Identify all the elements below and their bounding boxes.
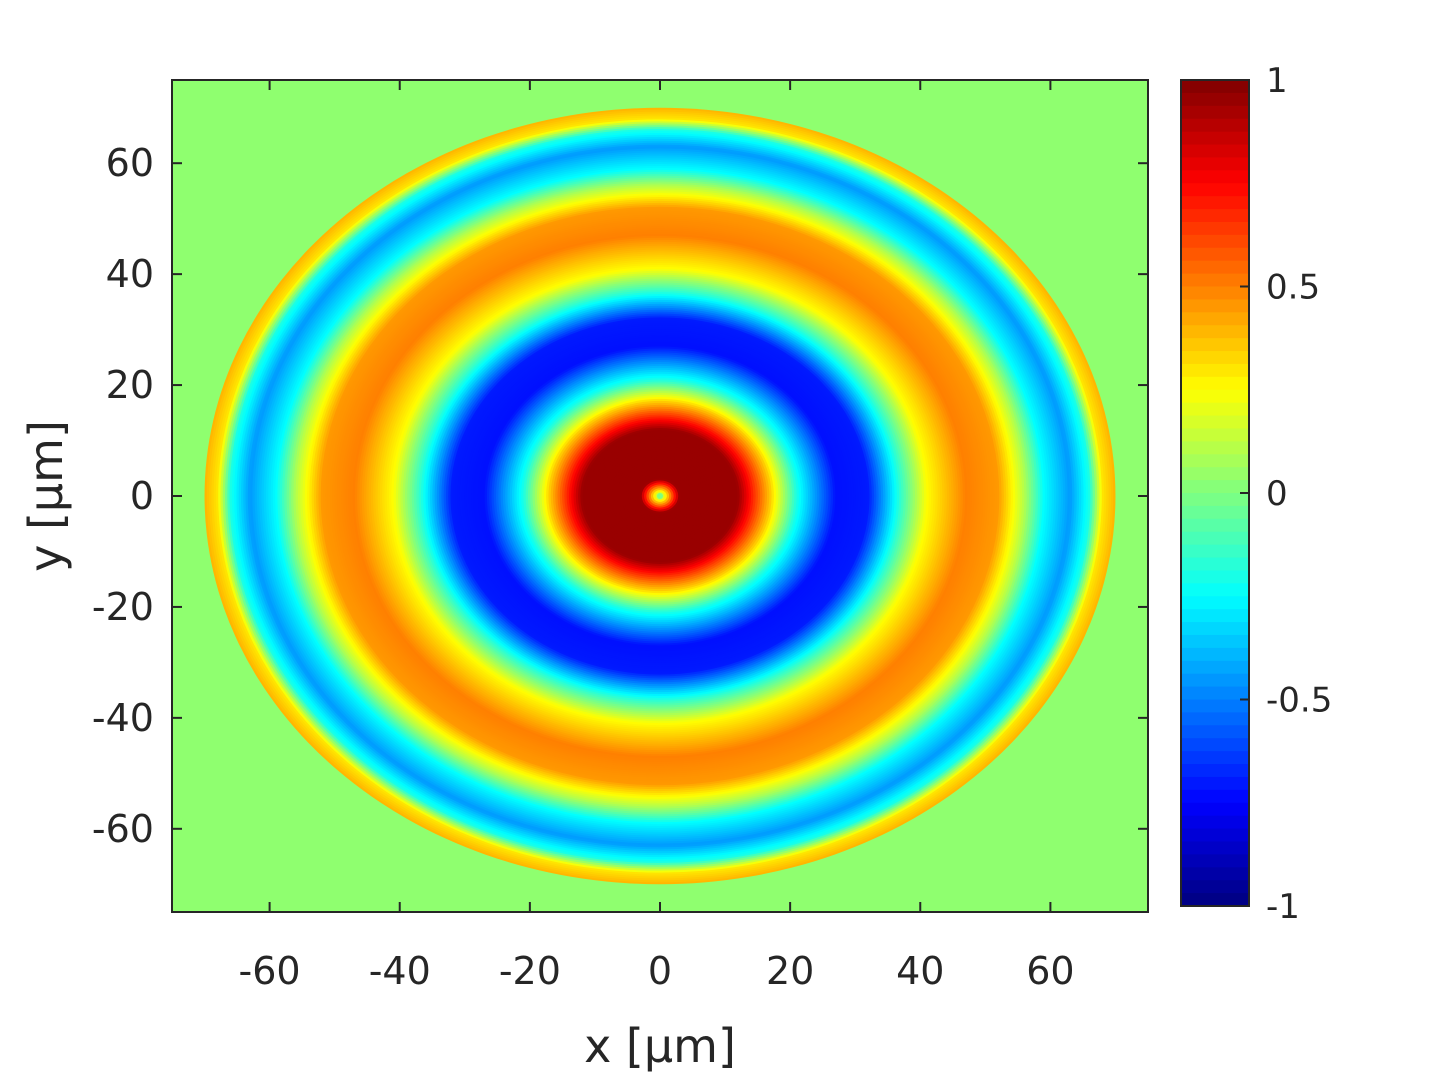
colorbar-stripe: [1181, 867, 1249, 881]
colorbar-stripe: [1181, 454, 1249, 468]
colorbar-stripe: [1181, 634, 1249, 649]
colorbar-stripe: [1181, 170, 1249, 184]
colorbar-stripe: [1181, 828, 1249, 843]
colorbar-stripe: [1181, 544, 1249, 559]
colorbar-stripe: [1181, 738, 1249, 752]
colorbar-stripe: [1181, 428, 1249, 442]
y-tick-label: 60: [106, 141, 154, 185]
ring-layer: [204, 107, 1116, 885]
colorbar-stripe: [1181, 131, 1249, 146]
colorbar-stripe: [1181, 751, 1249, 765]
colorbar-stripe: [1181, 712, 1249, 726]
colorbar-stripe: [1181, 338, 1249, 352]
y-axis-ticks: -60 -40 -20 0 20 40 60: [92, 141, 1148, 851]
x-tick-label: 40: [896, 949, 944, 993]
colorbar-tick-label: 0: [1266, 474, 1288, 514]
colorbar-stripe: [1181, 286, 1249, 301]
colorbar-stripe: [1181, 531, 1249, 546]
colorbar-stripe: [1181, 415, 1249, 430]
colorbar-stripe: [1181, 105, 1249, 120]
colorbar-stripe: [1181, 209, 1249, 223]
colorbar-stripe: [1181, 764, 1249, 778]
colorbar-stripe: [1181, 402, 1249, 417]
y-tick-label: -20: [92, 585, 154, 629]
center-point: [657, 493, 663, 499]
colorbar-stripe: [1181, 157, 1249, 171]
plot-area: -60 -40 -20 0 20 40 60 -60 -40 -20 0 20 40 60: [92, 79, 1149, 993]
y-axis-title: y [μm]: [19, 420, 73, 572]
colorbar-stripe: [1181, 312, 1249, 326]
colorbar-tick-label: -1: [1266, 887, 1300, 927]
colorbar-stripe: [1181, 196, 1249, 210]
colorbar-stripe: [1181, 480, 1249, 494]
colorbar-tick-label: -0.5: [1266, 681, 1332, 721]
y-tick-label: -60: [92, 807, 154, 851]
colorbar-stripe: [1181, 247, 1249, 262]
colorbar-stripe: [1181, 660, 1249, 675]
colorbar-stripe: [1181, 893, 1249, 907]
y-tick-label: -40: [92, 696, 154, 740]
colorbar-stripe: [1181, 673, 1249, 688]
colorbar-stripe: [1181, 467, 1249, 481]
colorbar-tick-label: 1: [1266, 61, 1288, 101]
colorbar-stripe: [1181, 505, 1249, 520]
colorbar-stripe: [1181, 647, 1249, 662]
colorbar-stripe: [1181, 351, 1249, 365]
colorbar-stripe: [1181, 389, 1249, 404]
x-axis-title: x [μm]: [584, 1019, 736, 1073]
x-tick-label: -20: [499, 949, 561, 993]
colorbar-stripe: [1181, 725, 1249, 739]
colorbar-stripe: [1181, 221, 1249, 236]
y-tick-label: 0: [130, 474, 154, 518]
colorbar-stripe: [1181, 583, 1249, 597]
colorbar-stripe: [1181, 686, 1249, 701]
colorbar-stripe: [1181, 596, 1249, 610]
colorbar-ticks: 1 0.5 0 -0.5 -1: [1240, 61, 1332, 927]
colorbar-stripe: [1181, 557, 1249, 572]
x-tick-label: 60: [1026, 949, 1074, 993]
x-tick-label: 20: [766, 949, 814, 993]
colorbar-stripe: [1181, 234, 1249, 249]
y-tick-label: 40: [106, 252, 154, 296]
colorbar-stripe: [1181, 570, 1249, 584]
y-tick-label: 20: [106, 363, 154, 407]
colorbar-stripe: [1181, 118, 1249, 133]
colorbar-stripe: [1181, 299, 1249, 313]
colorbar-stripe: [1181, 699, 1249, 714]
x-tick-label: 0: [648, 949, 672, 993]
colorbar-stripe: [1181, 363, 1249, 378]
colorbar-stripe: [1181, 273, 1249, 288]
x-tick-label: -40: [369, 949, 431, 993]
colorbar: 1 0.5 0 -0.5 -1: [1180, 61, 1332, 927]
colorbar-tick-label: 0.5: [1266, 268, 1320, 308]
colorbar-stripe: [1181, 854, 1249, 868]
colorbar-stripe: [1181, 815, 1249, 830]
x-axis-ticks: -60 -40 -20 0 20 40 60: [239, 80, 1075, 993]
colorbar-stripe: [1181, 144, 1249, 159]
colorbar-stripe: [1181, 802, 1249, 817]
colorbar-stripe: [1181, 609, 1249, 623]
colorbar-stripe: [1181, 493, 1249, 507]
colorbar-stripe: [1181, 325, 1249, 339]
colorbar-stripe: [1181, 622, 1249, 636]
colorbar-stripe: [1181, 376, 1249, 391]
colorbar-gradient: [1181, 80, 1249, 907]
colorbar-stripe: [1181, 92, 1249, 107]
colorbar-stripe: [1181, 260, 1249, 275]
colorbar-stripe: [1181, 789, 1249, 804]
colorbar-stripe: [1181, 80, 1249, 94]
colorbar-stripe: [1181, 441, 1249, 455]
colorbar-stripe: [1181, 841, 1249, 855]
x-tick-label: -60: [239, 949, 301, 993]
colorbar-stripe: [1181, 776, 1249, 791]
colorbar-stripe: [1181, 183, 1249, 197]
colorbar-stripe: [1181, 880, 1249, 894]
colorbar-stripe: [1181, 518, 1249, 533]
